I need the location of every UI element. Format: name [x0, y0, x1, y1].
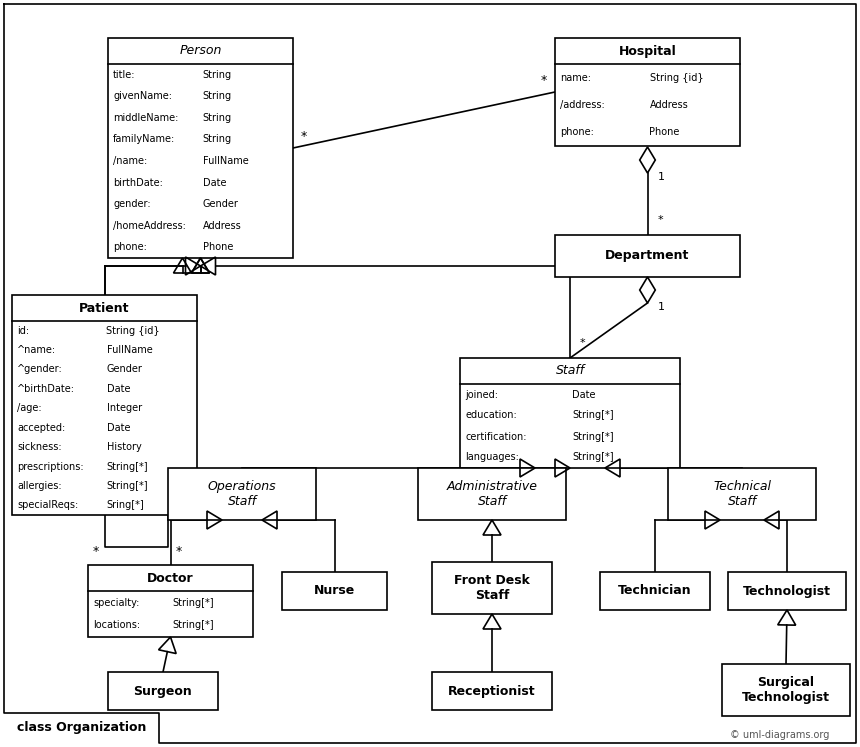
Text: certification:: certification:: [465, 432, 526, 441]
Text: name:: name:: [560, 72, 591, 83]
Text: String[*]: String[*]: [173, 621, 214, 630]
Text: String: String: [202, 113, 231, 123]
Text: prescriptions:: prescriptions:: [17, 462, 83, 471]
Bar: [108, 38, 293, 258]
Text: locations:: locations:: [93, 621, 140, 630]
Text: class Organization: class Organization: [17, 722, 146, 734]
Text: String[*]: String[*]: [572, 453, 614, 462]
Text: Technical
Staff: Technical Staff: [713, 480, 771, 508]
Bar: [12, 295, 197, 515]
Text: Nurse: Nurse: [314, 584, 355, 598]
Text: Hospital: Hospital: [618, 45, 676, 58]
Text: ^birthDate:: ^birthDate:: [17, 384, 75, 394]
Text: gender:: gender:: [113, 199, 150, 209]
Text: *: *: [541, 74, 547, 87]
Text: /age:: /age:: [17, 403, 41, 413]
Text: Patient: Patient: [79, 302, 130, 314]
Text: familyName:: familyName:: [113, 134, 175, 144]
Text: String[*]: String[*]: [107, 481, 148, 491]
Text: String {id}: String {id}: [107, 326, 160, 335]
Text: *: *: [658, 215, 663, 225]
Bar: [88, 565, 253, 637]
Text: sickness:: sickness:: [17, 442, 62, 452]
Text: String: String: [202, 69, 231, 80]
Text: languages:: languages:: [465, 453, 519, 462]
Text: /name:: /name:: [113, 156, 147, 166]
Text: title:: title:: [113, 69, 136, 80]
Bar: [722, 664, 850, 716]
Text: String: String: [202, 134, 231, 144]
Text: Date: Date: [107, 423, 130, 433]
Text: © uml-diagrams.org: © uml-diagrams.org: [730, 730, 830, 740]
Text: Administrative
Staff: Administrative Staff: [446, 480, 538, 508]
Text: String[*]: String[*]: [173, 598, 214, 607]
Text: History: History: [107, 442, 141, 452]
Bar: [418, 468, 566, 520]
Text: phone:: phone:: [560, 127, 594, 137]
Bar: [728, 572, 846, 610]
Text: /homeAddress:: /homeAddress:: [113, 220, 186, 231]
Text: joined:: joined:: [465, 389, 498, 400]
Text: Department: Department: [605, 249, 690, 262]
Text: specialty:: specialty:: [93, 598, 139, 607]
Text: /address:: /address:: [560, 100, 605, 110]
Text: Operations
Staff: Operations Staff: [207, 480, 276, 508]
Text: FullName: FullName: [107, 345, 152, 355]
Text: Surgical
Technologist: Surgical Technologist: [742, 676, 830, 704]
Bar: [555, 235, 740, 277]
Text: Gender: Gender: [202, 199, 238, 209]
Bar: [460, 358, 680, 468]
Text: Date: Date: [107, 384, 130, 394]
Text: *: *: [176, 545, 182, 558]
Text: birthDate:: birthDate:: [113, 178, 163, 187]
Text: String {id}: String {id}: [649, 72, 703, 83]
Text: Staff: Staff: [556, 365, 585, 377]
Text: 1: 1: [658, 302, 665, 312]
Bar: [555, 38, 740, 146]
Text: accepted:: accepted:: [17, 423, 65, 433]
Bar: [108, 672, 218, 710]
Text: givenName:: givenName:: [113, 91, 172, 102]
Bar: [432, 672, 552, 710]
Text: FullName: FullName: [202, 156, 249, 166]
Text: phone:: phone:: [113, 242, 147, 252]
Text: Date: Date: [202, 178, 226, 187]
Text: Address: Address: [202, 220, 242, 231]
Text: String: String: [202, 91, 231, 102]
Text: Receptionist: Receptionist: [448, 684, 536, 698]
Text: *: *: [93, 545, 99, 558]
Text: 1: 1: [658, 172, 665, 182]
Text: Date: Date: [572, 389, 595, 400]
Text: ^gender:: ^gender:: [17, 365, 63, 374]
Text: Phone: Phone: [649, 127, 680, 137]
Text: allergies:: allergies:: [17, 481, 62, 491]
Text: Doctor: Doctor: [147, 571, 194, 584]
Bar: [432, 562, 552, 614]
Bar: [668, 468, 816, 520]
Text: Sring[*]: Sring[*]: [107, 500, 144, 510]
Text: Address: Address: [649, 100, 688, 110]
Bar: [282, 572, 387, 610]
Text: Person: Person: [180, 45, 222, 58]
Text: *: *: [580, 338, 586, 348]
Text: *: *: [301, 130, 307, 143]
Text: ^name:: ^name:: [17, 345, 56, 355]
Text: Front Desk
Staff: Front Desk Staff: [454, 574, 530, 602]
Text: Technician: Technician: [618, 584, 691, 598]
Text: Surgeon: Surgeon: [133, 684, 193, 698]
Text: specialReqs:: specialReqs:: [17, 500, 78, 510]
Bar: [600, 572, 710, 610]
Text: String[*]: String[*]: [572, 411, 614, 421]
Text: Technologist: Technologist: [743, 584, 831, 598]
Text: id:: id:: [17, 326, 29, 335]
Bar: [168, 468, 316, 520]
Text: middleName:: middleName:: [113, 113, 178, 123]
Text: Phone: Phone: [202, 242, 233, 252]
Text: Integer: Integer: [107, 403, 142, 413]
Text: education:: education:: [465, 411, 517, 421]
Text: String[*]: String[*]: [107, 462, 148, 471]
Text: Gender: Gender: [107, 365, 143, 374]
Text: String[*]: String[*]: [572, 432, 614, 441]
